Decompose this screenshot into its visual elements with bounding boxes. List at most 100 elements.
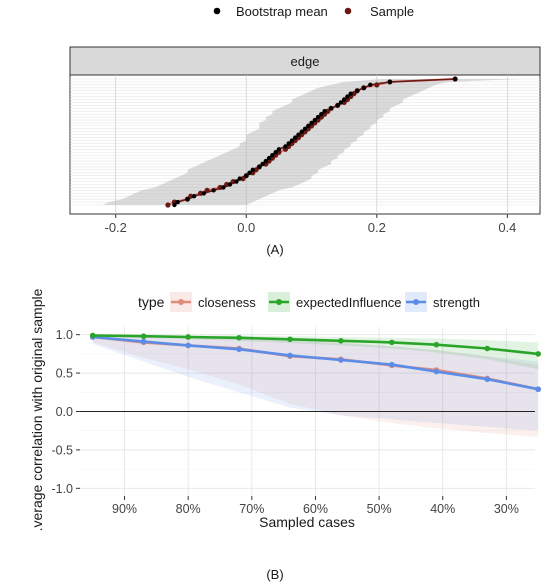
x-tick-label: 70% [239, 502, 264, 516]
y-tick-label: 0.0 [56, 405, 73, 419]
bootstrap-mean-point [191, 194, 197, 199]
x-tick-label: 0.0 [237, 220, 255, 235]
bootstrap-mean-point [338, 100, 344, 105]
bootstrap-mean-point [312, 117, 317, 123]
bootstrap-mean-point [172, 202, 177, 208]
bootstrap-mean-point [211, 188, 216, 193]
legend-label-bootstrap-mean: Bootstrap mean [236, 4, 328, 19]
facet-strip [69, 46, 541, 76]
legend-label-sample: Sample [370, 4, 414, 19]
legend-label-strength: strength [433, 295, 480, 310]
expectedInfluence-point [433, 341, 440, 348]
bootstrap-mean-point [341, 97, 347, 102]
strength-ci-band [92, 334, 539, 431]
bootstrap-mean-point [361, 85, 366, 90]
bootstrap-mean-point [276, 147, 282, 152]
panel-b-legend: type closeness expectedInfluence strength [138, 292, 480, 312]
bootstrap-mean-point [299, 129, 304, 134]
legend-title-type: type [138, 294, 165, 310]
bootstrap-mean-point [348, 91, 353, 96]
sample-point [374, 82, 380, 88]
bootstrap-mean-point [221, 185, 226, 190]
bootstrap-mean-point [286, 141, 291, 146]
bootstrap-mean-point [306, 123, 311, 129]
panel-a-x-axis: -0.2 0.0 0.2 0.4 [104, 214, 516, 235]
bootstrap-mean-point [270, 152, 275, 158]
expectedInfluence-point [484, 345, 491, 352]
bootstrap-mean-point [201, 191, 207, 196]
x-axis-title: Sampled cases [259, 514, 355, 530]
legend-label-expectedInfluence: expectedInfluence [296, 295, 402, 310]
y-tick-label: 1.0 [56, 328, 73, 342]
y-axis-title: .verage correlation with original sample [29, 288, 45, 531]
panel-a-plot-area [69, 74, 541, 215]
bootstrap-mean-point [266, 155, 272, 161]
legend-label-closeness: closeness [198, 295, 256, 310]
legend-item-closeness: closeness [170, 292, 256, 312]
expectedInfluence-point [338, 338, 344, 344]
legend-marker-sample [344, 7, 352, 15]
sample-point [230, 178, 236, 185]
sample-point [165, 202, 171, 208]
legend-key-point [413, 299, 419, 305]
y-tick-label: 0.5 [56, 367, 73, 381]
bootstrap-mean-point [355, 88, 360, 93]
bootstrap-mean-point [368, 82, 373, 88]
bootstrap-mean-point [322, 109, 327, 114]
strength-point [236, 346, 242, 353]
bootstrap-mean-point [335, 103, 340, 108]
x-tick-label: 80% [176, 502, 201, 516]
panel-a-chart: Bootstrap mean Sample edge -0.2 0.0 0.2 0.4… [69, 4, 541, 257]
x-tick-label: 0.4 [498, 220, 516, 235]
expectedInfluence-point [389, 339, 395, 346]
strength-line [92, 335, 539, 391]
bootstrap-mean-point [260, 161, 265, 167]
legend-marker-bootstrap-mean [213, 7, 221, 15]
strength-point [140, 338, 147, 345]
x-tick-label: 60% [303, 502, 328, 516]
strength-point [535, 386, 541, 393]
bootstrap-mean-point [296, 132, 301, 137]
bootstrap-mean-point [244, 173, 249, 178]
bootstrap-mean-point [302, 126, 308, 132]
bootstrap-mean-point [289, 138, 295, 143]
expectedInfluence-point [287, 336, 293, 343]
bootstrap-mean-point [227, 182, 233, 187]
strength-point [433, 368, 440, 375]
strength-point [484, 376, 491, 383]
expectedInfluence-point [89, 332, 96, 339]
y-tick-label: -0.5 [51, 443, 73, 457]
x-tick-label: 90% [112, 502, 137, 516]
expectedInfluence-point [185, 334, 191, 340]
bootstrap-mean-point [234, 179, 239, 184]
y-tick-label: -1.0 [51, 482, 73, 496]
x-tick-label: 30% [494, 502, 519, 516]
bootstrap-mean-point [309, 120, 314, 126]
sample-point [188, 193, 194, 199]
expectedInfluence-line [92, 334, 539, 356]
panel-b-chart: type closeness expectedInfluence strength … [29, 288, 541, 582]
bootstrap-mean-point [247, 170, 252, 175]
legend-item-strength: strength [405, 292, 480, 312]
sample-point [224, 181, 230, 188]
bootstrap-mean-point [263, 158, 269, 164]
bootstrap-mean-point [293, 135, 298, 140]
strength-point [287, 352, 293, 359]
panel-b-axes: -1.0 -0.5 0.0 0.5 1.0 90% 80% 70% 60% 50% 40% 30% [51, 328, 518, 516]
bootstrap-mean-point [328, 106, 334, 111]
expectedInfluence-point [236, 334, 242, 341]
bootstrap-mean-point [345, 94, 350, 99]
facet-strip-label: edge [291, 54, 320, 69]
bootstrap-ci-band [102, 79, 521, 205]
bootstrap-mean-point [257, 164, 262, 170]
x-tick-label: 0.2 [368, 220, 386, 235]
bootstrap-mean-point [452, 76, 458, 82]
legend-key-point [276, 299, 282, 305]
panel-a-legend: Bootstrap mean Sample [213, 4, 414, 19]
legend-item-expectedInfluence: expectedInfluence [268, 292, 402, 312]
panel-label-a: (A) [266, 242, 283, 257]
sample-point [204, 187, 210, 193]
strength-point [185, 342, 191, 349]
bootstrap-mean-point [237, 176, 242, 181]
